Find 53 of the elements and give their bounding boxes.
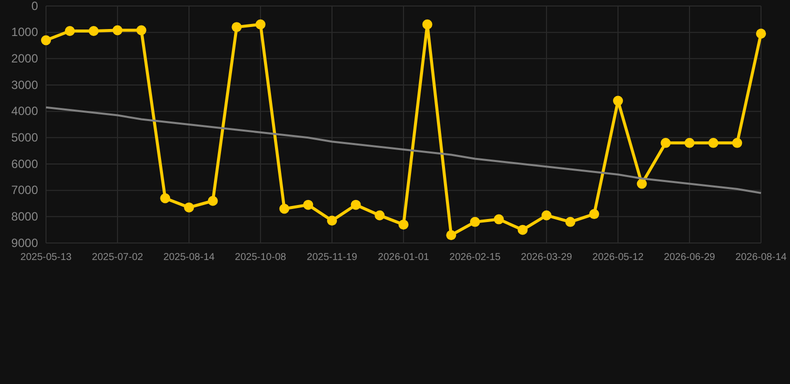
y-tick-label: 2000 [11, 52, 38, 66]
x-tick-label: 2025-10-08 [234, 252, 287, 264]
point [422, 19, 432, 30]
y-tick-label: 5000 [11, 130, 38, 145]
point [542, 210, 552, 220]
point [41, 35, 51, 46]
point [160, 193, 170, 204]
x-tick-label: 2025-11-19 [306, 252, 358, 264]
point [279, 204, 290, 214]
point [446, 230, 456, 240]
y-tick-label: 1000 [11, 25, 38, 40]
point [64, 26, 75, 36]
x-tick-label: 2026-01-01 [378, 252, 430, 264]
x-tick-label: 2026-06-29 [664, 252, 716, 264]
x-tick-label: 2026-02-15 [449, 252, 502, 264]
y-tick-label: 3000 [11, 78, 38, 92]
y-tick-label: 0 [31, 0, 38, 13]
point [374, 210, 385, 220]
point [136, 25, 146, 36]
y-tick-label: 8000 [11, 210, 38, 224]
point [112, 25, 122, 36]
point [494, 214, 504, 224]
point [684, 138, 694, 148]
point [232, 22, 242, 32]
point [470, 216, 480, 227]
y-tick-label: 6000 [11, 156, 38, 171]
point [613, 96, 623, 106]
point [565, 216, 576, 227]
x-tick-label: 2026-08-14 [735, 252, 788, 264]
point [327, 216, 337, 226]
point [589, 209, 600, 220]
y-tick-label: 4000 [11, 104, 38, 118]
point [708, 138, 718, 148]
y-tick-label: 9000 [11, 236, 38, 250]
point [518, 224, 528, 235]
point [398, 220, 408, 230]
x-tick-label: 2025-05-13 [20, 252, 72, 264]
x-tick-label: 2026-03-29 [520, 252, 573, 264]
point [184, 202, 194, 212]
x-tick-label: 2025-07-02 [92, 252, 144, 264]
x-tick-label: 2026-05-12 [592, 252, 644, 264]
point [208, 196, 218, 206]
point [660, 138, 671, 148]
point [350, 200, 361, 210]
x-tick-label: 2025-08-14 [163, 252, 216, 264]
y-tick-label: 7000 [11, 183, 38, 198]
point [756, 28, 766, 39]
point [303, 200, 314, 210]
point [88, 26, 99, 36]
point [256, 19, 266, 30]
point [636, 178, 647, 189]
line-series [45, 106, 762, 194]
point [732, 138, 742, 148]
